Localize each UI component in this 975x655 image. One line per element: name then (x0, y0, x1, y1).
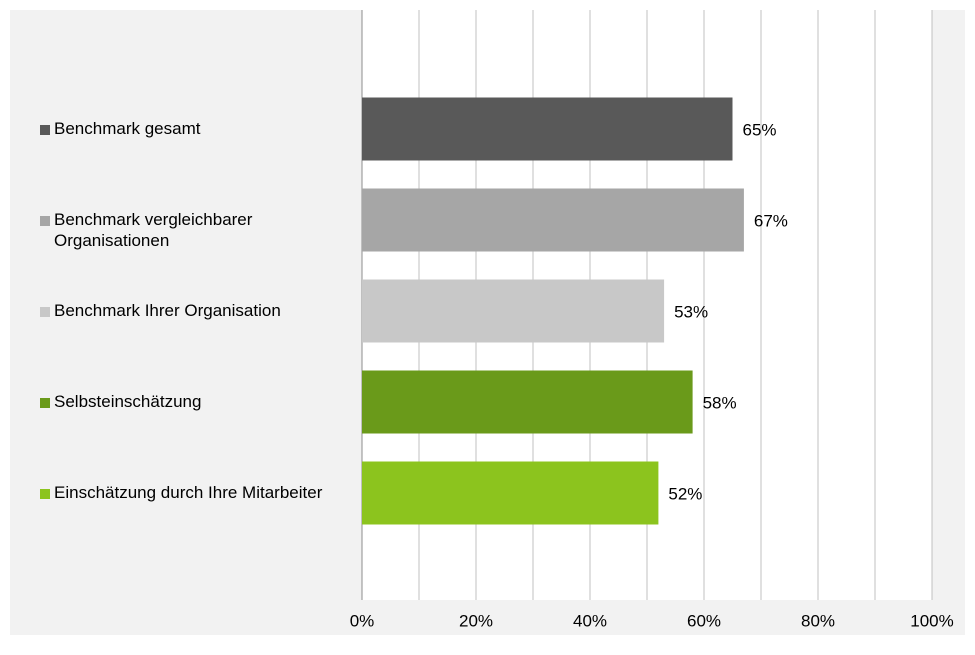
value-label: 67% (754, 211, 788, 230)
category-label: Benchmark Ihrer Organisation (54, 301, 281, 320)
value-label: 65% (743, 120, 777, 139)
bar (362, 461, 659, 525)
category-label: Benchmark gesamt (54, 119, 201, 138)
legend-swatch (40, 125, 50, 135)
bar (362, 188, 744, 252)
value-label: 53% (674, 302, 708, 321)
x-tick-label: 100% (910, 611, 953, 630)
x-tick-label: 40% (573, 611, 607, 630)
bar (362, 97, 733, 161)
legend-swatch (40, 398, 50, 408)
category-label: Benchmark vergleichbarer Organisationen (54, 210, 253, 250)
value-label: 58% (703, 393, 737, 412)
x-tick-label: 0% (350, 611, 375, 630)
bar (362, 370, 693, 434)
x-tick-label: 80% (801, 611, 835, 630)
category-label: Einschätzung durch Ihre Mitarbeiter (54, 483, 323, 502)
category-label: Selbsteinschätzung (54, 392, 202, 411)
bar (362, 279, 665, 343)
x-tick-label: 20% (459, 611, 493, 630)
legend-swatch (40, 307, 50, 317)
legend-swatch (40, 216, 50, 226)
legend-swatch (40, 489, 50, 499)
value-label: 52% (668, 484, 702, 503)
x-tick-label: 60% (687, 611, 721, 630)
